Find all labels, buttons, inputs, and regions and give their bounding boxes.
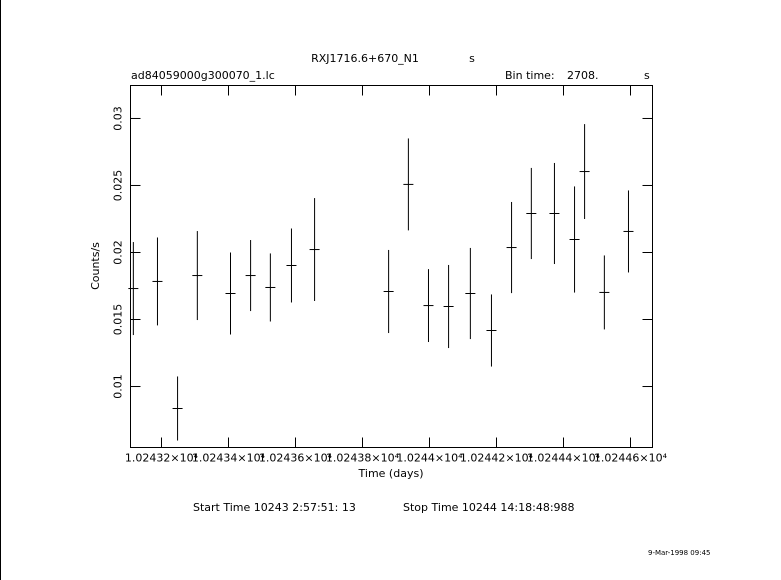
bin-time: 2708. (567, 69, 599, 82)
stop-time: Stop Time 10244 14:18:48:988 (403, 501, 575, 514)
title-suffix: s (469, 52, 475, 65)
x-tick-label: 1.02438×10⁴ (326, 452, 400, 465)
y-tick-label: 0.03 (112, 106, 125, 130)
file-name: ad84059000g300070_1.lc (131, 69, 275, 82)
x-tick-label: 1.02444×10⁴ (527, 452, 601, 465)
x-tick-label: 1.02436×10⁴ (259, 452, 333, 465)
y-axis-label: Counts/s (89, 242, 102, 290)
x-tick-label: 1.02446×10⁴ (594, 452, 668, 465)
x-tick-label: 1.0244×10⁴ (396, 452, 463, 465)
x-tick-label: 1.02434×10⁴ (192, 452, 266, 465)
chart-title: RXJ1716.6+670_N1 (311, 52, 419, 65)
y-tick-label: 0.02 (112, 240, 125, 265)
footnote: 9-Mar-1998 09:45 (648, 549, 710, 557)
y-tick-label: 0.01 (112, 374, 125, 399)
y-tick-label: 0.015 (112, 304, 125, 336)
start-time: Start Time 10243 2:57:51: 13 (193, 501, 356, 514)
bin-time-label: Bin time: (505, 69, 555, 82)
x-axis-label: Time (days) (358, 467, 424, 480)
x-tick-label: 1.02432×10⁴ (125, 452, 199, 465)
bin-time-unit: s (644, 69, 650, 82)
x-tick-label: 1.02442×10⁴ (460, 452, 534, 465)
y-tick-label: 0.025 (112, 170, 125, 202)
plot-frame (130, 85, 653, 448)
